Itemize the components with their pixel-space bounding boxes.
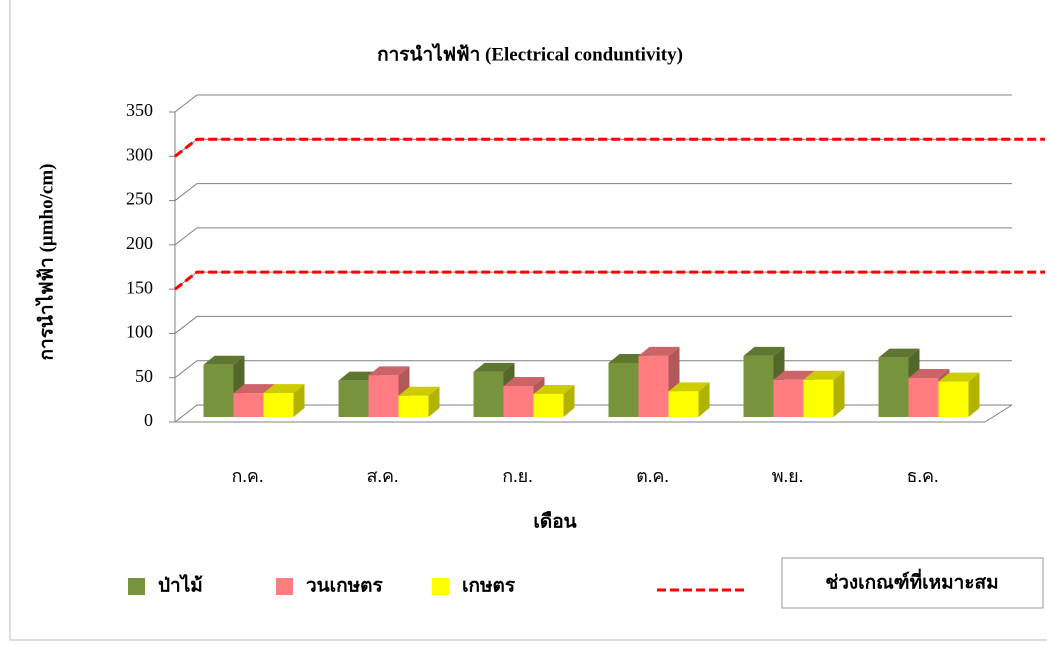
y-tick-label: 100 [126,322,153,342]
bar-top [473,362,515,372]
bar [743,355,774,417]
floor [175,404,1013,423]
bar-side [428,386,440,417]
bar-side [968,372,980,417]
bar [908,378,939,417]
y-tick-label: 250 [126,189,153,209]
bar-top [638,346,680,356]
grid-line [174,360,1012,379]
y-tick-label: 200 [126,233,153,253]
y-tick-label: 350 [126,100,153,120]
legend-swatch [432,578,449,595]
bar [878,357,909,417]
bar-top [368,366,410,376]
y-axis-label: การนำไฟฟ้า (µmho/cm) [34,164,57,361]
x-tick-label: ส.ค. [366,466,398,486]
bar [938,381,969,417]
legend-label: ช่วงเกณฑ์ที่เหมาะสม [825,568,998,593]
bar-top [803,370,845,380]
bar [263,393,294,417]
x-tick-label: ต.ค. [636,466,669,486]
bar [533,393,564,417]
bar-top [503,377,545,386]
back-wall [197,95,1012,405]
reference-line [174,137,1045,158]
grid-line [174,404,1012,423]
bar-side [698,382,710,417]
bar-top [533,384,575,394]
bar [803,379,834,417]
grid-line [174,315,1012,334]
bar-top [878,348,920,358]
x-tick-label: ก.ค. [232,466,264,486]
bar-top [398,386,440,396]
legend-swatch [128,578,145,595]
bar [233,393,264,417]
bar-top [203,355,245,365]
x-axis-label: เดือน [533,510,576,532]
bar-side [563,384,575,417]
bar [608,362,639,417]
bar [338,380,369,417]
legend-swatch [276,578,293,595]
bar-top [938,372,980,382]
bar [773,379,804,417]
grid-line [174,94,1012,113]
bar-top [908,369,950,379]
y-tick-label: 150 [126,277,153,297]
bar-top [743,346,785,356]
y-tick-label: 50 [135,366,153,386]
x-tick-label: พ.ย. [772,466,803,486]
bar [503,386,534,417]
bar-side [293,384,305,417]
bar [473,371,504,417]
bar [668,391,699,417]
bar-top [263,384,305,394]
reference-line [174,270,1045,291]
bar-top [668,382,710,392]
bar [368,375,399,417]
y-tick-label: 0 [144,410,153,430]
y-tick-label: 300 [126,144,153,164]
legend-label: เกษตร [462,575,516,596]
reference-legend-box [781,557,1044,609]
bar-side [833,370,845,417]
bar-top [233,384,275,394]
bar [398,395,429,417]
legend-label: ป่าไม้ [158,573,203,596]
bar [638,355,669,417]
grid-line [174,227,1012,246]
chart-title: การนำไฟฟ้า (Electrical conduntivity) [377,42,683,65]
legend-label: วนเกษตร [306,575,384,596]
bar [203,364,234,417]
x-tick-label: ก.ย. [502,466,532,486]
x-tick-label: ธ.ค. [906,466,938,486]
chart-frame [9,0,1047,641]
bar-top [773,370,815,380]
grid-line [174,183,1012,201]
